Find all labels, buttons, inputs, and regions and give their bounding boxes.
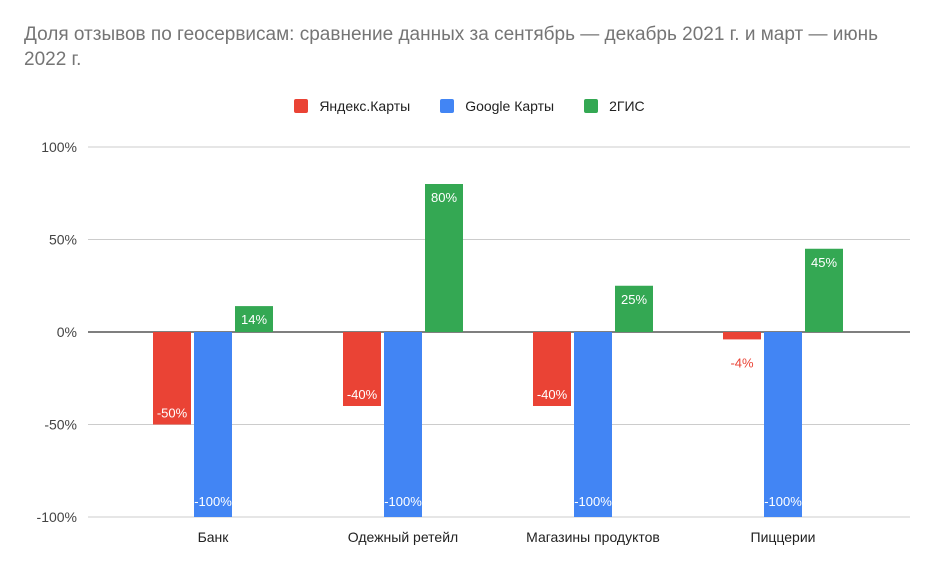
x-tick-label: Банк xyxy=(198,529,230,545)
bar-2-3 xyxy=(805,248,843,332)
x-tick-label: Одежный ретейл xyxy=(348,529,458,545)
data-label: 14% xyxy=(241,312,267,327)
data-label: -100% xyxy=(384,494,422,509)
legend-swatch-google xyxy=(440,99,455,113)
legend-label-google: Google Карты xyxy=(465,98,555,114)
legend-item-google: Google Карты xyxy=(440,98,554,114)
bar-2-2 xyxy=(615,285,653,332)
bar-0-1 xyxy=(343,332,381,406)
legend-label-yandex: Яндекс.Карты xyxy=(319,98,411,114)
bar-1-0 xyxy=(194,332,232,517)
data-label: -40% xyxy=(347,387,378,402)
legend-item-yandex: Яндекс.Карты xyxy=(294,98,410,114)
data-label: -50% xyxy=(157,406,188,421)
y-tick-label: -50% xyxy=(44,417,77,433)
data-label: 45% xyxy=(811,255,837,270)
bar-1-2 xyxy=(574,332,612,517)
legend-swatch-2gis xyxy=(584,99,599,113)
bar-1-1 xyxy=(384,332,422,517)
bar-0-2 xyxy=(533,332,571,406)
bar-1-3 xyxy=(764,332,802,517)
data-label: -100% xyxy=(764,494,802,509)
data-label: 25% xyxy=(621,292,647,307)
data-label: -40% xyxy=(537,387,568,402)
bar-2-0 xyxy=(235,306,273,332)
y-tick-label: 0% xyxy=(57,324,77,340)
data-label: 80% xyxy=(431,190,457,205)
bar-2-1 xyxy=(425,184,463,332)
legend-label-2gis: 2ГИС xyxy=(609,98,645,114)
x-tick-label: Магазины продуктов xyxy=(526,529,660,545)
y-tick-label: 100% xyxy=(41,139,77,155)
x-tick-label: Пиццерии xyxy=(751,529,816,545)
legend-item-2gis: 2ГИС xyxy=(584,98,645,114)
bar-0-3 xyxy=(723,332,761,340)
chart-legend: Яндекс.Карты Google Карты 2ГИС xyxy=(0,98,939,114)
y-tick-label: -100% xyxy=(37,509,77,525)
data-label: -100% xyxy=(574,494,612,509)
legend-swatch-yandex xyxy=(294,99,309,113)
data-label: -4% xyxy=(730,355,754,370)
bar-0-0 xyxy=(153,332,191,425)
y-tick-label: 50% xyxy=(49,232,77,248)
chart-title: Доля отзывов по геосервисам: сравнение д… xyxy=(24,24,879,70)
data-label: -100% xyxy=(194,494,232,509)
